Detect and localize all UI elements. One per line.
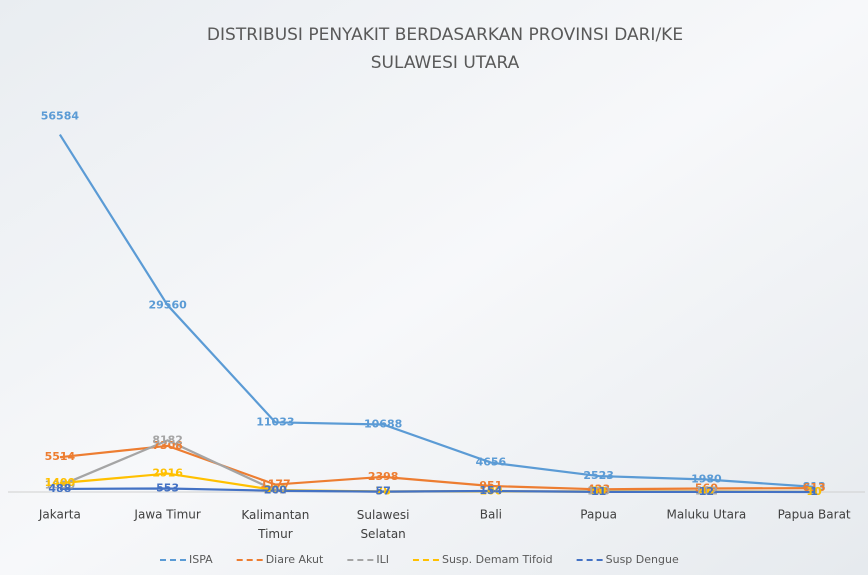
data-label: 154	[479, 484, 502, 497]
data-label: 5514	[45, 450, 76, 463]
chart-title: DISTRIBUSI PENYAKIT BERDASARKAN PROVINSI…	[207, 25, 683, 45]
x-tick-label: Jawa Timur	[133, 508, 200, 522]
legend-label: Diare Akut	[266, 553, 324, 566]
data-label: 488	[48, 482, 71, 495]
data-label: 57	[375, 485, 390, 498]
data-label: 8182	[152, 433, 183, 446]
line	[59, 444, 815, 491]
data-label: 40	[699, 485, 715, 498]
data-label: 423	[587, 482, 610, 495]
data-label: 78	[375, 485, 390, 498]
x-tick-label-line: Kalimantan	[241, 508, 309, 522]
x-tick-label-line: Selatan	[360, 527, 405, 541]
legend-label: Susp Dengue	[606, 553, 679, 566]
data-label: 11033	[256, 415, 294, 428]
data-label: 813	[803, 480, 826, 493]
data-label: 100	[587, 484, 610, 497]
data-label: 951	[479, 479, 502, 492]
legend-label: ISPA	[189, 553, 213, 566]
data-label: 613	[803, 481, 826, 494]
data-label: 200	[264, 484, 287, 497]
data-label: 2916	[152, 467, 183, 480]
data-label: 4656	[476, 456, 507, 469]
data-label: 1400	[45, 476, 76, 489]
data-label: 242	[264, 483, 287, 496]
data-label: 1177	[260, 478, 291, 491]
x-tick-label: Bali	[480, 508, 502, 522]
data-label: 154	[479, 484, 502, 497]
data-label: 10	[806, 485, 822, 498]
data-label: 560	[695, 481, 718, 494]
chart-title: SULAWESI UTARA	[371, 53, 520, 73]
data-label: 553	[156, 482, 179, 495]
data-label: 7308	[152, 439, 183, 452]
data-label: 10688	[364, 417, 402, 430]
data-label: 1000	[45, 479, 76, 492]
data-label: 10	[806, 485, 822, 498]
x-tick-label-line: Sulawesi	[357, 508, 410, 522]
data-label: 1	[810, 485, 818, 498]
x-tick-label: Maluku Utara	[666, 508, 746, 522]
data-label: 300	[264, 483, 287, 496]
line	[59, 487, 815, 494]
data-label: 100	[479, 484, 502, 497]
data-label: 56584	[41, 110, 80, 123]
data-label: 11	[591, 485, 606, 498]
data-label: 2523	[583, 469, 614, 482]
x-tick-label: Kalimantan Timur	[241, 508, 309, 541]
data-label: 29560	[148, 298, 187, 311]
x-tick-label: Sulawesi Selatan	[357, 508, 410, 541]
x-tick-label-line: Timur	[257, 527, 293, 541]
line	[58, 133, 815, 488]
data-label: 1980	[691, 472, 722, 485]
legend-label: ILI	[376, 553, 389, 566]
data-label: 57	[375, 485, 390, 498]
data-label: 12	[699, 485, 714, 498]
x-tick-label: Papua	[580, 508, 617, 522]
data-label: 112	[695, 484, 718, 497]
data-label: 50	[591, 485, 607, 498]
legend-label: Susp. Demam Tifoid	[442, 553, 553, 566]
x-tick-label: Papua Barat	[778, 508, 851, 522]
data-label: 2398	[368, 470, 399, 483]
x-tick-label: Jakarta	[38, 508, 81, 522]
